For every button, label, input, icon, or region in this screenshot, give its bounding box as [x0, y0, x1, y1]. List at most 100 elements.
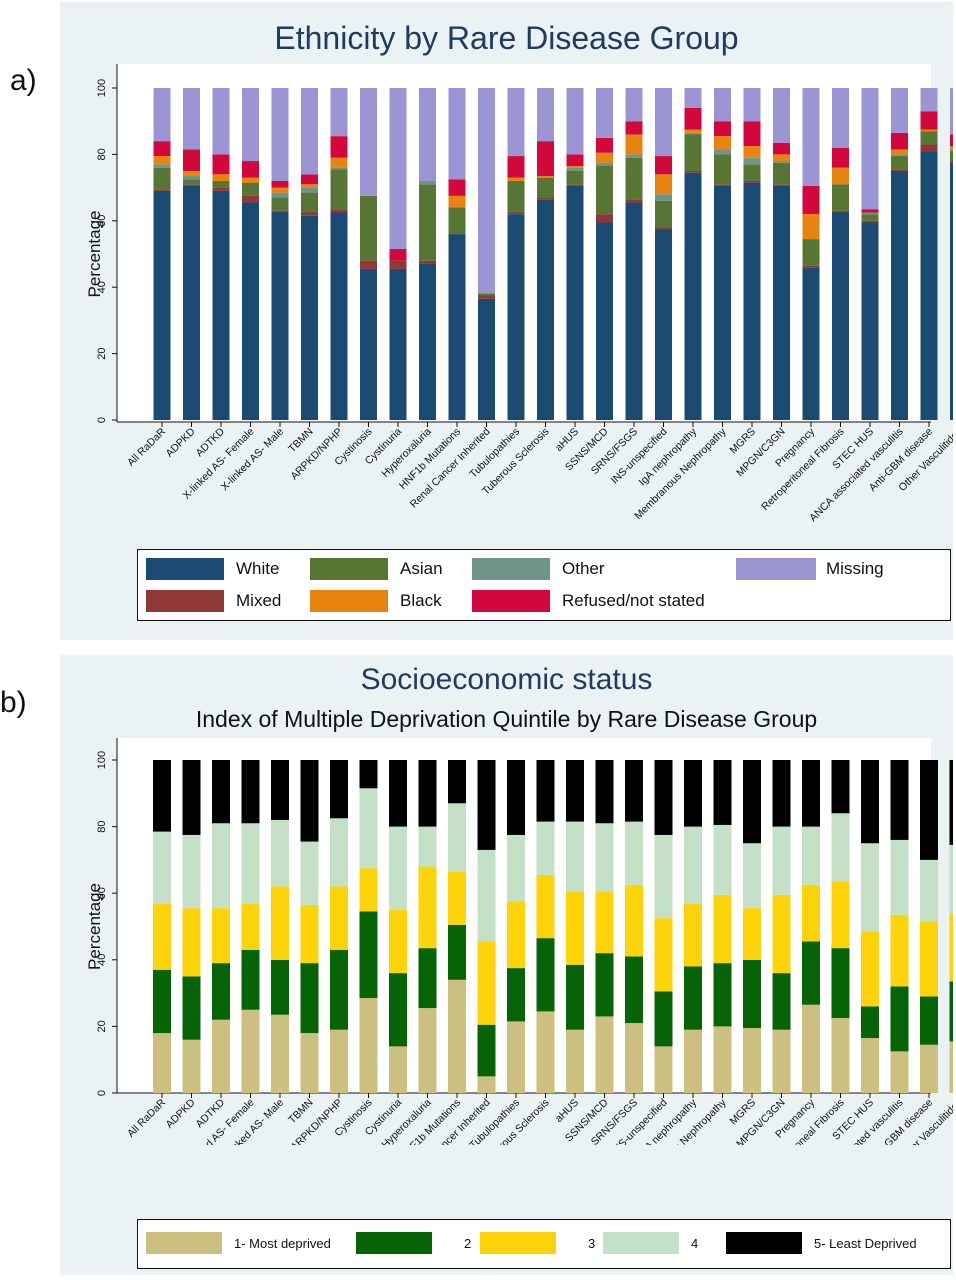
bar-segment — [773, 184, 790, 186]
bar-segment — [891, 154, 908, 157]
bar-segment — [625, 821, 643, 885]
legend-label: Refused/not stated — [562, 591, 705, 610]
bar-segment — [950, 151, 953, 162]
legend-label: White — [236, 559, 280, 578]
bar-segment — [271, 180, 289, 188]
bar-segment — [536, 938, 555, 1012]
bar-segment — [832, 212, 849, 420]
bar-segment — [743, 121, 761, 147]
bar-segment — [802, 267, 820, 420]
bar-segment — [920, 996, 938, 1045]
bar-segment — [566, 171, 584, 185]
bar-segment — [242, 182, 259, 196]
bar-segment — [625, 760, 643, 822]
bar-segment — [684, 132, 702, 135]
bar-segment — [183, 185, 200, 420]
bar-segment — [802, 884, 820, 942]
bar-segment — [536, 760, 555, 822]
legend-item-asian: Asian — [310, 558, 443, 580]
bar-segment — [448, 88, 466, 180]
y-tick-label: 20 — [96, 347, 108, 359]
bar-segment — [773, 161, 790, 163]
bar-segment — [153, 760, 171, 832]
bar-segment — [566, 154, 584, 167]
bar-segment — [300, 1033, 319, 1093]
bar-segment — [684, 172, 702, 420]
legend-item-quintile-5: 5- Least Deprived — [726, 1232, 917, 1254]
bar-segment — [183, 184, 200, 186]
bar-segment — [743, 164, 761, 181]
bar-segment — [743, 157, 761, 165]
legend-label: Missing — [826, 559, 884, 578]
bar-segment — [891, 156, 908, 170]
bar-segment — [183, 149, 200, 171]
bar-segment — [419, 263, 436, 420]
bar-segment — [743, 146, 761, 158]
y-tick-label: 60 — [96, 215, 108, 227]
bar-segment — [330, 209, 348, 213]
bar-segment — [537, 199, 554, 420]
legend-label: 4 — [691, 1235, 699, 1251]
bar-segment — [773, 185, 790, 420]
bar-segment — [654, 834, 673, 919]
bar-segment — [536, 821, 555, 875]
bar-segment — [418, 760, 437, 827]
legend-item-black: Black — [310, 590, 442, 612]
bar-segment — [330, 136, 348, 158]
bar-segment — [891, 169, 908, 171]
bar-segment — [566, 166, 584, 168]
bar-segment — [714, 185, 731, 420]
bar-segment — [300, 841, 319, 905]
bar-segment — [389, 88, 407, 250]
bar-segment — [300, 904, 319, 964]
panel-a-letter: a) — [10, 64, 37, 97]
bar-segment — [212, 760, 230, 824]
bar-segment — [655, 156, 672, 175]
bar-segment — [330, 949, 348, 1030]
bar-segment — [802, 239, 820, 266]
bar-segment — [861, 88, 879, 210]
bar-segment — [596, 162, 613, 167]
bar-segment — [625, 88, 643, 122]
bar-segment — [891, 88, 908, 133]
bar-segment — [831, 813, 850, 882]
bar-segment — [595, 760, 614, 824]
bar-segment — [507, 760, 525, 835]
legend-swatch-quintile-2 — [356, 1232, 432, 1254]
bar-segment — [890, 839, 909, 915]
bar-segment — [714, 136, 731, 150]
bar-segment — [802, 941, 820, 1005]
legend-swatch-quintile-4 — [603, 1232, 679, 1254]
bar-segment — [566, 821, 584, 892]
bar-segment — [537, 177, 554, 198]
bar-segment — [301, 184, 318, 188]
chart-b-subtitle: Index of Multiple Deprivation Quintile b… — [195, 706, 818, 732]
bar-segment — [389, 760, 407, 827]
bar-segment — [890, 986, 909, 1052]
bar-segment — [891, 149, 908, 155]
bar-segment — [360, 260, 377, 269]
y-tick-label: 60 — [96, 887, 108, 899]
bar-segment — [507, 968, 525, 1022]
y-tick-label: 80 — [96, 820, 108, 832]
bar-segment — [359, 760, 378, 789]
bar-segment — [507, 156, 525, 178]
bar-segment — [950, 161, 953, 163]
bar-segment — [861, 222, 879, 420]
bar-segment — [183, 171, 200, 176]
bar-segment — [359, 788, 378, 869]
bar-segment — [861, 220, 879, 223]
bar-segment — [448, 760, 466, 804]
bar-segment — [861, 209, 879, 213]
bar-segment — [182, 976, 201, 1040]
bar-segment — [389, 260, 407, 269]
bar-segment — [360, 88, 377, 196]
bar-segment — [684, 760, 702, 827]
legend-label: Black — [400, 591, 442, 610]
bar-segment — [831, 948, 850, 1019]
legend-item-quintile-4: 4 — [603, 1232, 698, 1254]
legend-label: 5- Least Deprived — [814, 1235, 917, 1251]
bar-segment — [714, 184, 731, 186]
bar-segment — [477, 1024, 496, 1077]
bar-segment — [212, 154, 230, 175]
